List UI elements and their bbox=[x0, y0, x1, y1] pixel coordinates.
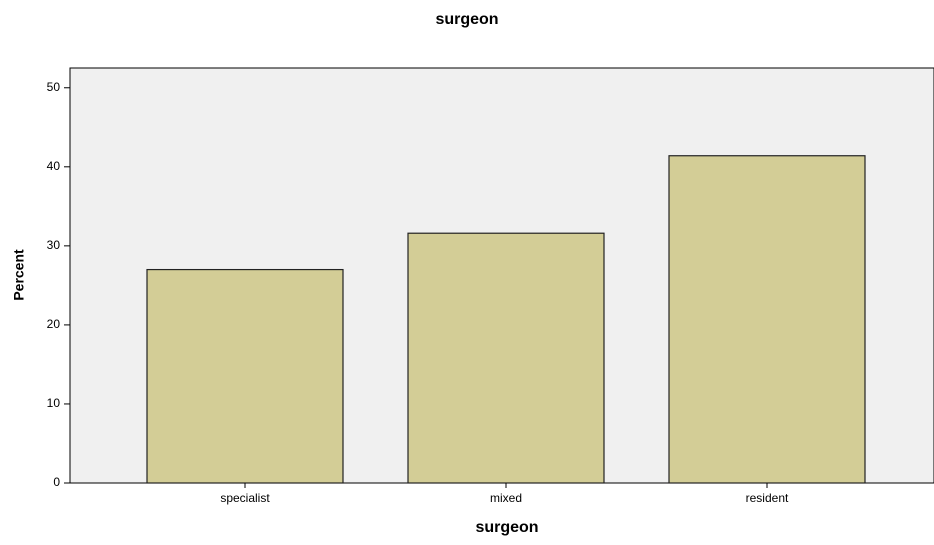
bar bbox=[146, 268, 344, 484]
y-tick-label: 50 bbox=[47, 80, 61, 94]
x-axis-label: surgeon bbox=[475, 519, 538, 536]
y-tick-label: 40 bbox=[47, 159, 61, 173]
y-tick-label: 30 bbox=[47, 238, 61, 252]
y-tick-label: 20 bbox=[47, 317, 61, 331]
bar bbox=[407, 232, 605, 484]
x-tick-label: resident bbox=[746, 491, 789, 505]
y-tick-label: 10 bbox=[47, 396, 61, 410]
y-axis-label: Percent bbox=[11, 249, 27, 301]
x-tick-label: specialist bbox=[220, 491, 270, 505]
chart-title: surgeon bbox=[435, 11, 498, 28]
x-tick-label: mixed bbox=[490, 491, 522, 505]
bar bbox=[668, 155, 866, 484]
y-tick-label: 0 bbox=[53, 475, 60, 489]
